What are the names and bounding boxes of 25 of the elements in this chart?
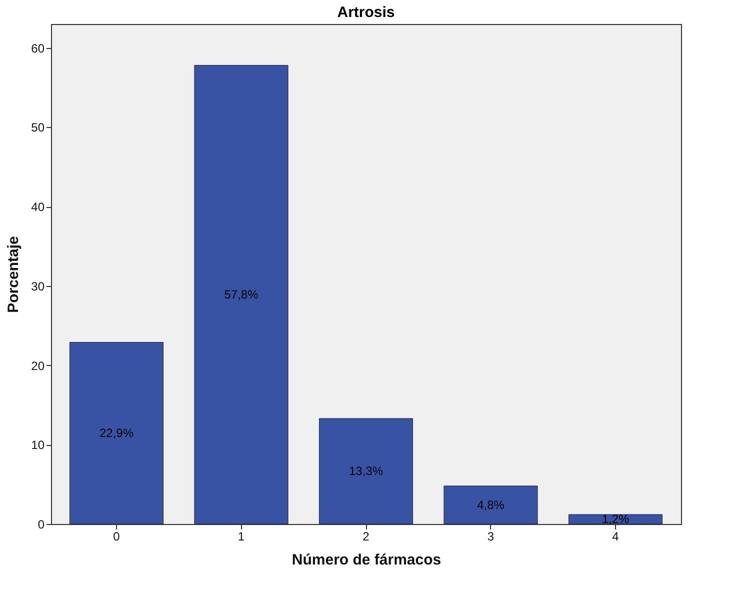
y-tick-label: 0	[38, 518, 45, 532]
chart-title: Artrosis	[337, 4, 395, 21]
y-tick-label: 20	[31, 358, 45, 373]
x-tick-label: 0	[113, 530, 120, 544]
y-axis-title: Porcentaje	[5, 236, 22, 313]
y-tick-label: 60	[31, 41, 45, 56]
x-tick-label: 3	[487, 530, 494, 544]
bar	[194, 65, 288, 524]
data-label: 4,8%	[477, 498, 505, 512]
bar	[568, 514, 663, 524]
data-label: 1,2%	[602, 512, 630, 526]
y-tick-label: 50	[31, 120, 45, 135]
x-tick-label: 4	[612, 530, 620, 544]
data-label: 57,8%	[224, 288, 259, 302]
bar	[69, 342, 164, 524]
x-axis-title: Número de fármacos	[292, 552, 442, 568]
x-tick-label: 1	[238, 530, 245, 544]
x-tick-label: 2	[362, 530, 370, 544]
data-label: 13,3%	[348, 464, 384, 478]
y-tick-label: 40	[31, 200, 45, 214]
y-tick-label: 30	[31, 279, 45, 294]
bar	[444, 486, 538, 524]
data-label: 22,9%	[99, 426, 134, 440]
bar	[318, 418, 414, 524]
y-tick-label: 10	[31, 438, 45, 452]
